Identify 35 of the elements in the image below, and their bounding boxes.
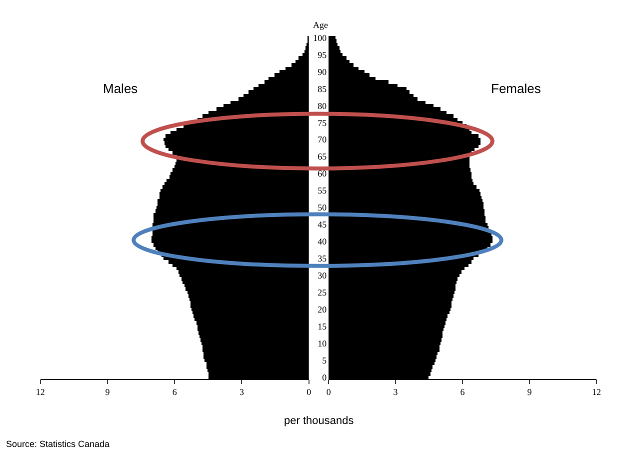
x-tick-label: 12 [36,386,45,397]
y-tick-label: 70 [318,134,328,145]
x-tick-label: 6 [460,386,466,397]
y-tick-label: 85 [318,84,328,94]
y-tick-label: 25 [318,288,328,298]
y-tick-label: 5 [322,355,328,366]
text: Males [103,81,138,96]
text: Females [491,81,542,96]
x-axis-title: per thousands [284,415,354,427]
y-tick-label: 40 [318,236,328,247]
y-tick-label: 75 [318,118,328,128]
y-tick-label: 50 [318,202,328,213]
y-tick-label: 65 [318,152,328,162]
x-tick-label: 9 [105,386,110,397]
y-tick-label: 30 [318,270,328,281]
y-tick-label: 10 [318,338,328,348]
y-tick-label: 15 [318,322,328,332]
y-tick-label: 20 [318,304,328,315]
y-axis-title: Age [313,20,328,30]
y-tick-label: 35 [318,254,328,264]
x-tick-label: 3 [393,386,398,397]
x-tick-label: 3 [239,386,244,397]
y-tick-label: 95 [318,50,328,60]
y-tick-label: 100 [313,32,328,43]
x-tick-label: 6 [172,386,178,397]
y-tick-label: 80 [318,100,328,111]
y-tick-label: 55 [318,186,328,196]
y-tick-label: 60 [318,168,328,179]
x-tick-label: 9 [527,386,532,397]
x-tick-label: 0 [306,386,312,397]
y-tick-label: 45 [318,220,328,230]
x-tick-label: 12 [592,386,601,397]
source-note: Source: Statistics Canada [6,439,110,449]
y-tick-label: 90 [318,66,328,77]
y-tick-label: 0 [322,372,328,382]
